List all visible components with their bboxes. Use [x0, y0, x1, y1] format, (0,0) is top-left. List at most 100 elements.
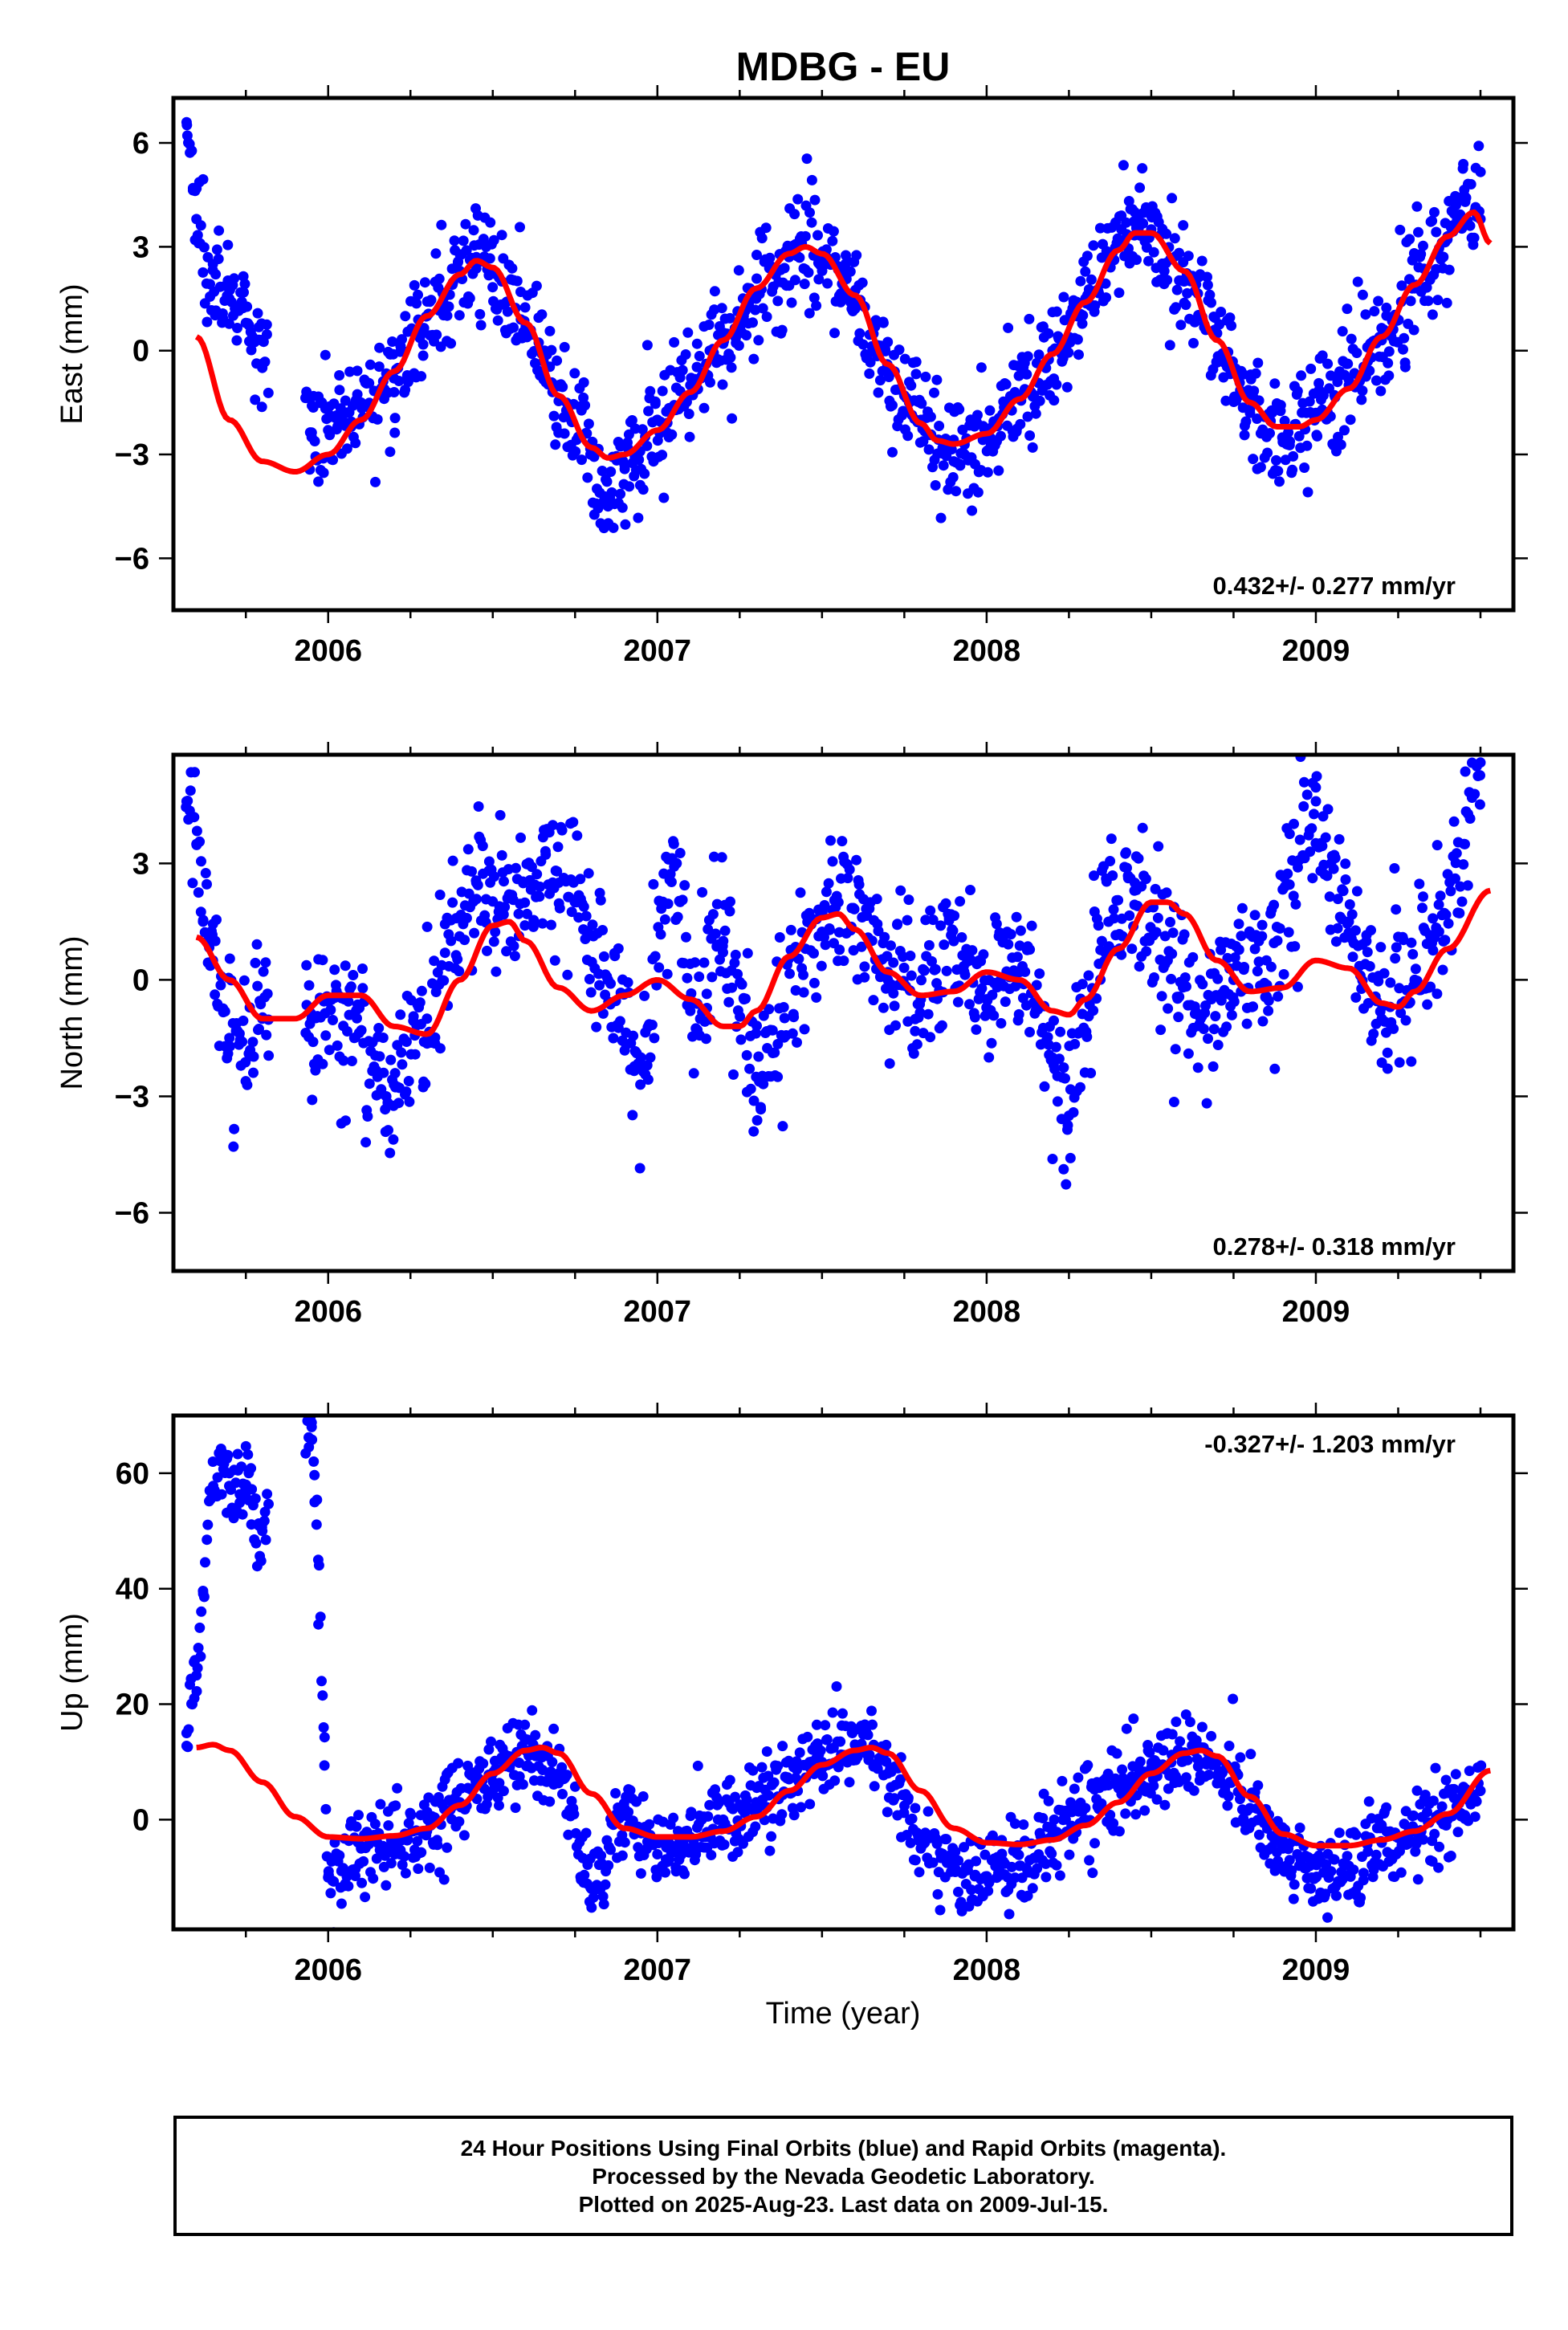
east-point — [198, 242, 210, 253]
north-point — [1442, 869, 1453, 880]
east-point — [806, 217, 817, 228]
east-point — [334, 370, 345, 381]
north-point — [447, 897, 458, 908]
north-point — [1026, 920, 1037, 931]
east-point — [789, 275, 800, 286]
north-point — [1301, 789, 1313, 800]
north-point — [1391, 904, 1402, 915]
north-point — [978, 949, 989, 960]
east-point — [246, 344, 257, 356]
east-point — [446, 338, 457, 349]
north-point — [470, 894, 482, 905]
north-point — [210, 989, 221, 1000]
north-point — [1433, 926, 1444, 937]
north-point — [903, 894, 914, 906]
east-x-axis: 2006 2007 2008 2009 — [244, 85, 1482, 668]
east-point — [341, 443, 352, 454]
up-point — [1009, 1818, 1020, 1829]
north-point — [655, 929, 666, 940]
north-point — [1249, 943, 1261, 955]
east-point — [365, 359, 376, 370]
north-point — [1400, 1015, 1411, 1026]
north-point — [724, 906, 735, 917]
up-point — [598, 1899, 609, 1910]
up-point — [1370, 1849, 1382, 1860]
east-point — [1475, 166, 1486, 177]
east-point — [492, 315, 503, 326]
up-point — [637, 1791, 649, 1802]
up-point — [1422, 1807, 1432, 1818]
up-observation-point — [915, 1843, 927, 1854]
east-point — [1077, 310, 1089, 321]
north-point — [608, 1033, 619, 1044]
up-point — [222, 1449, 234, 1460]
north-point — [519, 920, 531, 931]
east-point — [1164, 340, 1175, 351]
east-point — [1043, 328, 1054, 339]
up-point — [1284, 1855, 1295, 1866]
up-point — [983, 1885, 994, 1896]
east-observation-point — [207, 259, 218, 270]
east-point — [1383, 370, 1395, 381]
up-point — [557, 1789, 568, 1799]
up-point — [319, 1732, 330, 1743]
up-point — [844, 1777, 855, 1788]
east-point — [458, 235, 469, 246]
east-y-tick-label: 3 — [132, 230, 149, 264]
up-point — [950, 1846, 961, 1857]
north-point — [1294, 834, 1305, 845]
up-point — [309, 1469, 320, 1481]
up-point — [1253, 1829, 1265, 1840]
east-point — [387, 336, 398, 347]
east-point — [417, 339, 429, 350]
east-point — [544, 325, 556, 336]
north-point — [677, 894, 688, 906]
up-point — [1355, 1892, 1366, 1904]
north-point — [254, 1024, 264, 1034]
up-point — [600, 1879, 611, 1890]
north-point — [764, 1004, 775, 1015]
north-point — [925, 905, 936, 916]
east-observation-point — [191, 214, 202, 225]
east-point — [605, 466, 617, 477]
east-point — [813, 274, 825, 285]
up-point — [1245, 1749, 1256, 1760]
north-point — [1418, 891, 1428, 902]
east-point — [214, 225, 225, 236]
north-point — [753, 1051, 764, 1062]
north-point — [513, 908, 524, 919]
up-point — [1445, 1851, 1456, 1861]
north-point — [580, 910, 592, 922]
north-point — [473, 801, 484, 812]
north-point — [508, 940, 519, 951]
up-point — [1022, 1890, 1033, 1901]
north-point — [1385, 977, 1396, 988]
north-point — [1012, 951, 1023, 963]
east-point — [1022, 351, 1033, 362]
east-point — [996, 430, 1006, 442]
north-point — [587, 919, 598, 931]
east-point — [1302, 487, 1313, 498]
east-frame — [171, 96, 1516, 613]
north-point — [672, 911, 683, 923]
up-point — [635, 1868, 646, 1879]
north-point — [1187, 951, 1199, 963]
north-point — [1105, 856, 1116, 866]
east-point — [809, 194, 821, 206]
north-point — [910, 1025, 921, 1037]
up-point — [351, 1821, 362, 1832]
up-observation-point — [207, 1456, 218, 1467]
north-point — [393, 1098, 405, 1109]
north-point — [730, 949, 741, 960]
east-point — [418, 323, 430, 334]
north-point — [340, 960, 351, 972]
north-point — [438, 975, 450, 986]
north-point — [1198, 1024, 1209, 1034]
up-point — [1223, 1790, 1234, 1802]
east-point — [705, 377, 715, 388]
north-point — [707, 909, 719, 920]
east-point — [1085, 274, 1097, 285]
north-point — [792, 1037, 802, 1048]
up-point — [1139, 1805, 1151, 1816]
north-point — [1289, 941, 1301, 952]
